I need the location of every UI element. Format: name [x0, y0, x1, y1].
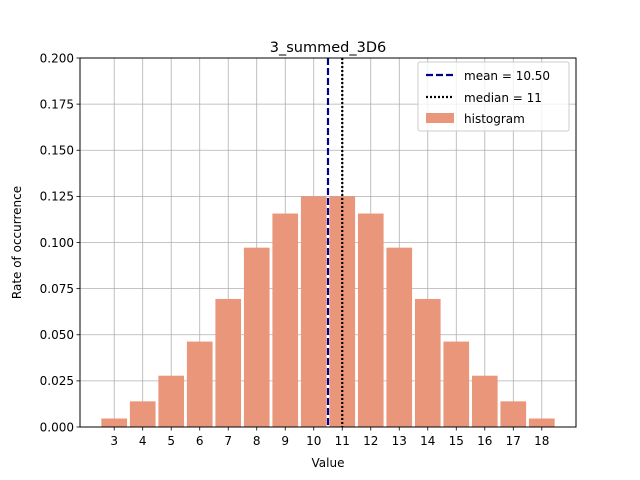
x-tick-label: 13	[392, 434, 407, 448]
x-axis-label: Value	[312, 456, 345, 470]
legend-histogram-swatch	[426, 113, 454, 123]
x-tick-label: 10	[306, 434, 321, 448]
histogram-bar	[243, 247, 270, 427]
histogram-bar	[300, 196, 327, 427]
x-tick-label: 16	[477, 434, 492, 448]
legend-histogram-label: histogram	[464, 112, 525, 126]
x-tick-label: 4	[139, 434, 147, 448]
y-tick-label: 0.000	[40, 420, 74, 434]
x-tick-label: 9	[281, 434, 289, 448]
y-axis-label: Rate of occurrence	[10, 186, 24, 299]
y-tick-label: 0.125	[40, 190, 74, 204]
x-tick-label: 3	[110, 434, 118, 448]
reference-lines	[326, 58, 344, 427]
histogram-bar	[528, 418, 555, 427]
x-tick-label: 18	[534, 434, 549, 448]
x-tick-label: 6	[196, 434, 204, 448]
legend-box	[417, 61, 570, 132]
histogram-bar	[101, 418, 128, 427]
x-tick-label: 11	[335, 434, 350, 448]
histogram-bar	[414, 298, 441, 427]
x-tick-label: 12	[363, 434, 378, 448]
histogram-bar	[386, 247, 413, 427]
x-tick-label: 8	[253, 434, 261, 448]
histogram-bar	[357, 213, 384, 427]
x-tick-label: 5	[167, 434, 175, 448]
histogram-bar	[443, 341, 470, 427]
histogram-bar	[500, 401, 527, 427]
y-tick-label: 0.100	[40, 236, 74, 250]
y-tick-label: 0.200	[40, 51, 74, 65]
x-tick-label: 15	[449, 434, 464, 448]
x-tick-label: 17	[506, 434, 521, 448]
y-tick-label: 0.075	[40, 282, 74, 296]
x-tick-label: 14	[420, 434, 435, 448]
chart-title: 3_summed_3D6	[270, 40, 386, 56]
histogram-bar	[129, 401, 156, 427]
legend-mean-label: mean = 10.50	[464, 69, 550, 83]
y-axis-ticks: 0.000 0.025 0.050 0.075 0.100 0.125 0.150 0.175…	[40, 51, 80, 434]
histogram-bar	[158, 375, 185, 427]
x-axis-ticks: 3 4 5 6 7 8 9 10 11 12 13 14 15 16 17 18	[110, 427, 549, 448]
y-tick-label: 0.150	[40, 144, 74, 158]
y-tick-label: 0.050	[40, 328, 74, 342]
x-tick-label: 7	[224, 434, 232, 448]
histogram-bar	[186, 341, 213, 427]
y-tick-label: 0.025	[40, 374, 74, 388]
histogram-bar	[215, 298, 242, 427]
y-tick-label: 0.175	[40, 97, 74, 111]
histogram-bar	[471, 375, 498, 427]
histogram-bar	[272, 213, 299, 427]
legend-median-label: median = 11	[464, 91, 542, 105]
legend: mean = 10.50 median = 11 histogram	[417, 61, 570, 132]
bars	[101, 196, 555, 427]
